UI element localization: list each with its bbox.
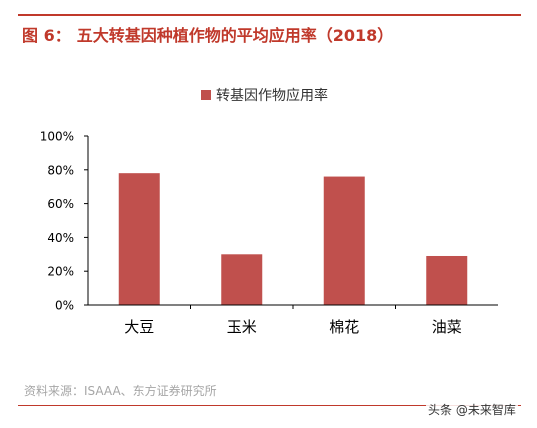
watermark: 头条 @未来智库	[426, 401, 518, 418]
y-tick-label: 80%	[47, 163, 74, 177]
y-tick-label: 20%	[47, 265, 74, 279]
bar	[323, 176, 365, 305]
y-tick-label: 100%	[40, 130, 74, 144]
bar	[118, 173, 160, 305]
x-tick-label: 玉米	[227, 318, 257, 336]
x-tick-label: 油菜	[432, 318, 462, 336]
y-tick-label: 0%	[55, 299, 74, 313]
figure-label: 图 6：	[22, 26, 71, 45]
x-tick-label: 棉花	[329, 318, 359, 336]
x-axis-labels: 大豆 玉米 棉花 油菜	[124, 305, 462, 336]
figure-title-text: 五大转基因种植作物的平均应用率（2018）	[76, 26, 394, 45]
bars	[118, 173, 468, 305]
y-tick-label: 60%	[47, 197, 74, 211]
bottom-rule	[18, 405, 521, 406]
bar	[426, 255, 468, 305]
bar	[221, 254, 263, 305]
legend-label: 转基因作物应用率	[216, 87, 328, 104]
bar-chart: 转基因作物应用率 0% 20% 40% 60% 80% 100% 大豆 玉米 棉花 油菜	[40, 87, 498, 336]
figure-title: 图 6： 五大转基因种植作物的平均应用率（2018）	[22, 22, 399, 46]
top-rule	[18, 14, 521, 16]
legend: 转基因作物应用率	[201, 87, 328, 104]
y-axis-ticks: 0% 20% 40% 60% 80% 100%	[40, 130, 88, 313]
y-tick-label: 40%	[47, 231, 74, 245]
x-tick-label: 大豆	[124, 318, 154, 336]
legend-swatch	[201, 90, 211, 100]
source-note: 资料来源：ISAAA、东方证券研究所	[24, 384, 217, 398]
